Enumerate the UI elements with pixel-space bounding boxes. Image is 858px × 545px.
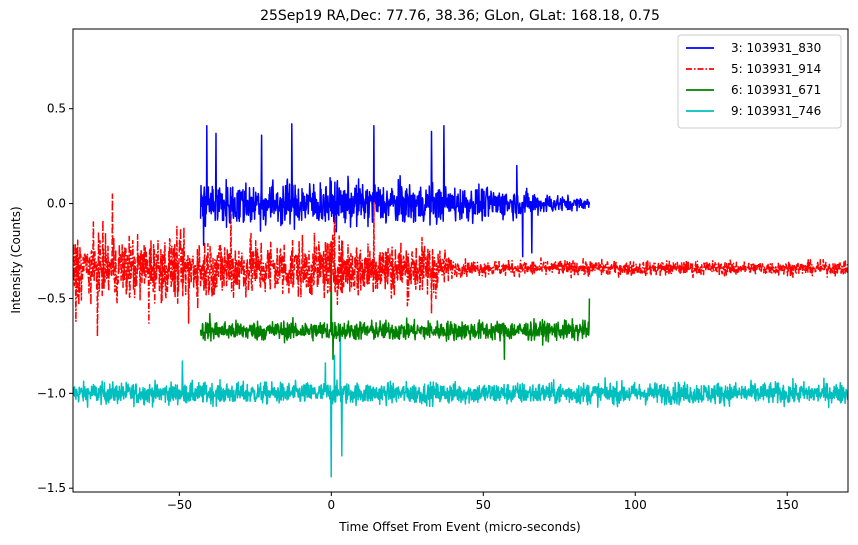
y-tick-label: −1.5 bbox=[37, 481, 66, 495]
x-axis: −50 0 50 100 150 bbox=[167, 492, 799, 512]
series-line-1 bbox=[73, 193, 848, 338]
y-tick-label: 0.5 bbox=[47, 102, 66, 116]
x-tick-label: 0 bbox=[328, 498, 336, 512]
chart-title: 25Sep19 RA,Dec: 77.76, 38.36; GLon, GLat… bbox=[260, 8, 660, 24]
y-axis: −1.5 −1.0 −0.5 0.0 0.5 bbox=[37, 102, 73, 495]
x-tick-label: 150 bbox=[776, 498, 799, 512]
legend-box bbox=[677, 34, 842, 129]
series-line-3 bbox=[73, 329, 848, 478]
series-line-2 bbox=[199, 240, 591, 360]
x-tick-label: 50 bbox=[476, 498, 491, 512]
x-tick-label: −50 bbox=[167, 498, 192, 512]
legend-label: 3: 103931_830 bbox=[731, 41, 821, 55]
x-tick-label: 100 bbox=[624, 498, 647, 512]
legend-label: 9: 103931_746 bbox=[731, 104, 821, 118]
y-tick-label: −0.5 bbox=[37, 291, 66, 305]
x-axis-label: Time Offset From Event (micro-seconds) bbox=[338, 520, 580, 534]
legend-label: 5: 103931_914 bbox=[731, 62, 821, 76]
y-axis-label: Intensity (Counts) bbox=[9, 206, 23, 313]
legend-label: 6: 103931_671 bbox=[731, 83, 821, 97]
y-tick-label: −1.0 bbox=[37, 386, 66, 400]
plot-area bbox=[72, 28, 849, 493]
series-layer bbox=[73, 123, 848, 478]
legend: 3: 103931_830 5: 103931_914 6: 103931_671 9… bbox=[677, 34, 842, 129]
plot-frame bbox=[72, 28, 849, 493]
y-tick-label: 0.0 bbox=[47, 197, 66, 211]
series-line-0 bbox=[199, 123, 591, 258]
